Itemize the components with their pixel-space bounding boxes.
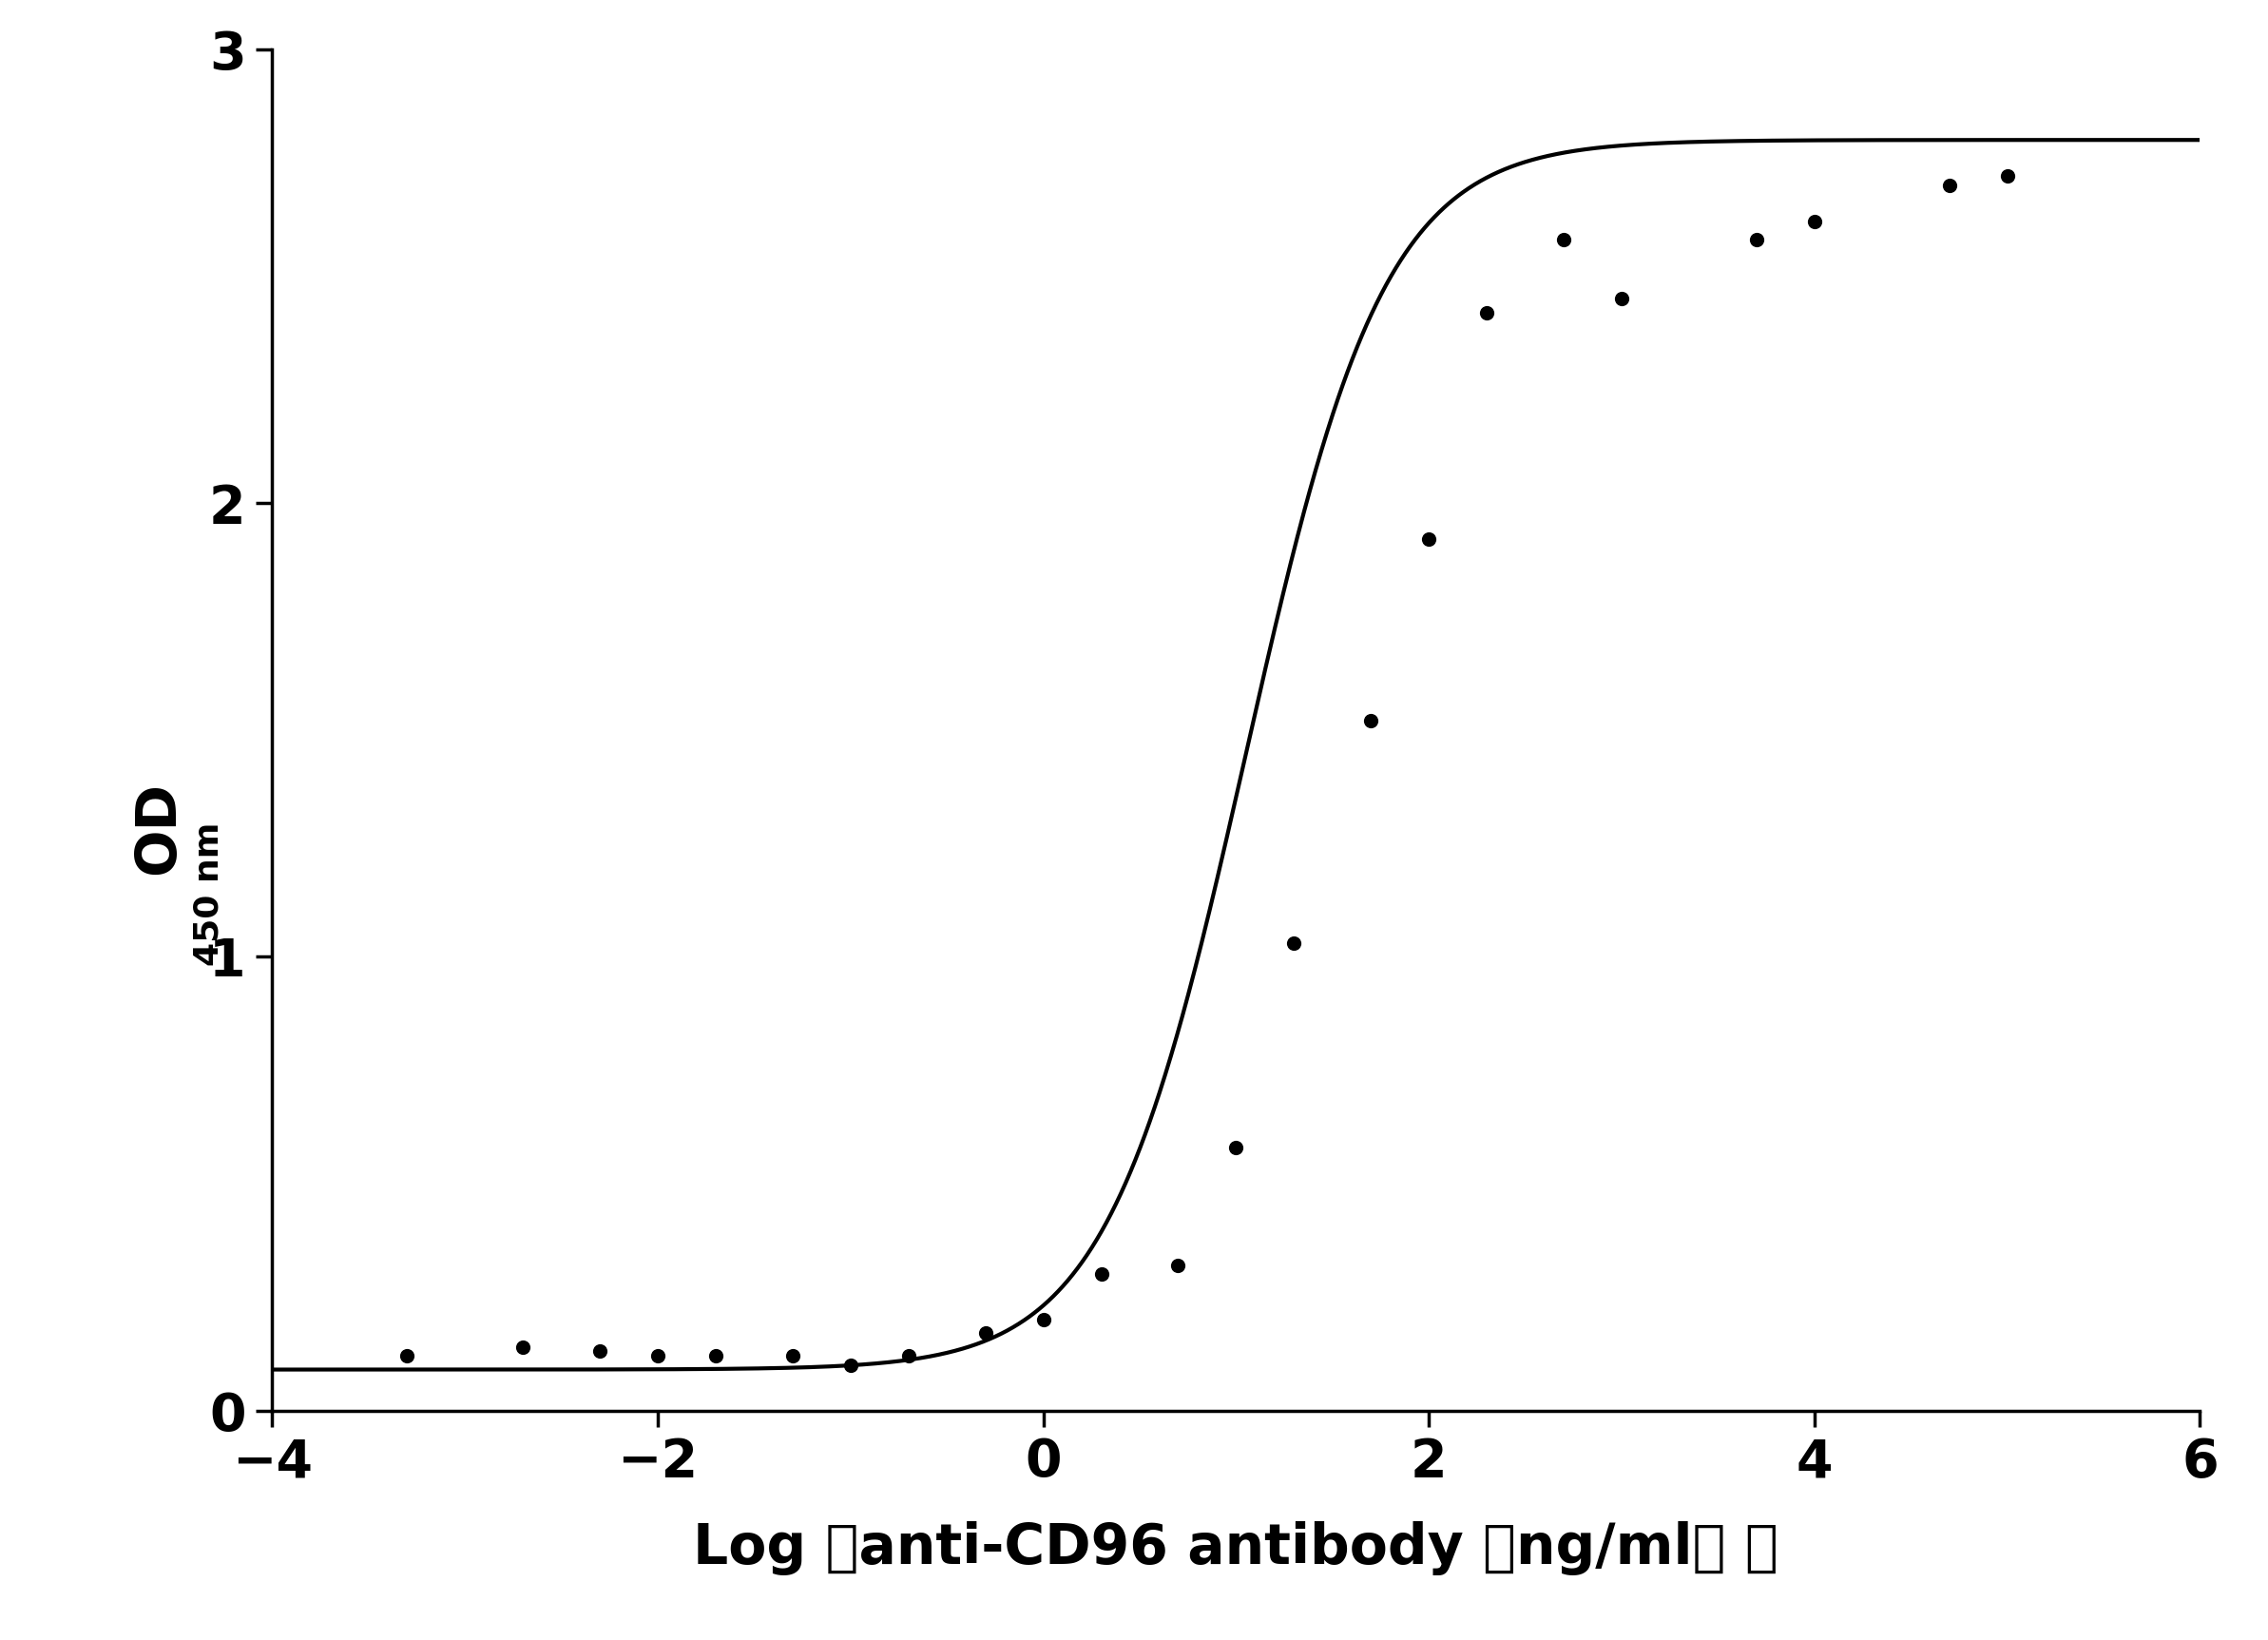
Point xyxy=(1545,226,1581,253)
Point xyxy=(1470,298,1506,325)
Point xyxy=(832,1351,869,1378)
Point xyxy=(891,1343,928,1369)
Point xyxy=(581,1338,617,1364)
Point xyxy=(966,1320,1002,1346)
Point xyxy=(1084,1261,1120,1287)
Point xyxy=(1218,1135,1254,1161)
Point xyxy=(1159,1251,1195,1278)
Point xyxy=(506,1333,542,1360)
Point xyxy=(1411,526,1447,553)
Text: OD: OD xyxy=(132,782,186,874)
Point xyxy=(1277,930,1313,956)
Point xyxy=(1989,162,2025,189)
Point xyxy=(773,1343,810,1369)
X-axis label: Log （anti-CD96 antibody （ng/ml） ）: Log （anti-CD96 antibody （ng/ml） ） xyxy=(694,1522,1778,1576)
Point xyxy=(699,1343,735,1369)
Point xyxy=(1796,208,1833,235)
Point xyxy=(1930,172,1966,198)
Point xyxy=(1352,707,1388,733)
Point xyxy=(388,1343,424,1369)
Point xyxy=(1603,285,1640,312)
Point xyxy=(640,1343,676,1369)
Point xyxy=(1025,1307,1061,1333)
Text: 450 nm: 450 nm xyxy=(193,822,225,966)
Point xyxy=(1737,226,1774,253)
